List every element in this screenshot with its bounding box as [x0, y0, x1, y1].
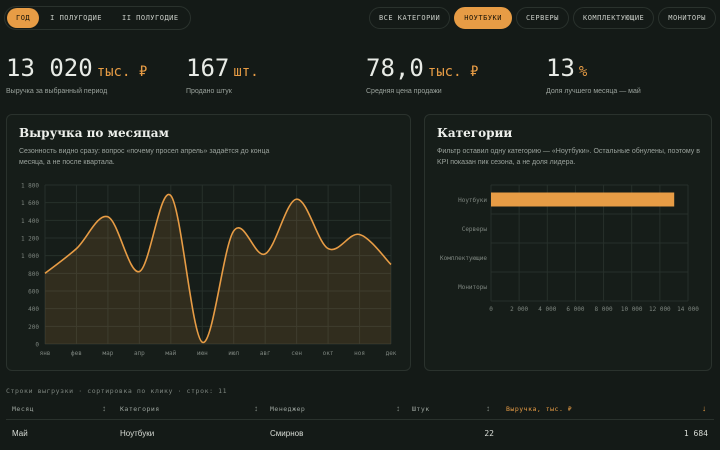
y-tick-label: 800: [28, 271, 39, 278]
column-header-month[interactable]: Месяц: [12, 405, 35, 413]
x-tick-label: ноя: [354, 350, 365, 357]
kpi-best-month-share: 13% Доля лучшего месяца — май: [546, 54, 641, 95]
cell-revenue: 1 684: [683, 429, 708, 438]
kpi-unit: шт.: [233, 64, 259, 80]
x-tick-label: июл: [228, 350, 239, 357]
column-header-category[interactable]: Категория: [120, 405, 160, 413]
revenue-chart: 0 200 400 600 800 1 000 1 200 1 400 1 600 1 800 ян…: [21, 183, 397, 358]
panel-title: Категории: [437, 126, 513, 140]
table-divider: [6, 419, 714, 420]
cell-month: Май: [12, 429, 28, 438]
x-tick-label: 6 000: [566, 306, 584, 313]
period-switch: Год I полугодие II полугодие: [4, 6, 191, 30]
sort-desc-icon[interactable]: ↓: [702, 404, 706, 413]
y-tick-label: Мониторы: [458, 284, 487, 291]
x-tick-label: янв: [40, 350, 51, 357]
x-tick-label: 0: [489, 306, 493, 313]
column-header-qty[interactable]: Штук: [412, 405, 430, 413]
x-tick-label: июн: [197, 350, 208, 357]
column-header-revenue[interactable]: Выручка, тыс. ₽: [506, 405, 573, 413]
revenue-area-fill: [45, 194, 391, 344]
tab-second-half[interactable]: II полугодие: [122, 14, 179, 22]
x-tick-label: мар: [102, 350, 113, 357]
x-tick-label: 10 000: [621, 306, 643, 313]
category-filter: Все категории Ноутбуки Серверы Комплекту…: [368, 6, 716, 30]
tab-year[interactable]: Год: [7, 8, 40, 28]
revenue-panel: Выручка по месяцам Сезонность видно сраз…: [6, 114, 411, 371]
kpi-avg-price: 78,0 тыс. ₽ Средняя цена продажи: [366, 54, 478, 95]
y-tick-label: 200: [28, 324, 39, 331]
kpi-revenue: 13 020 тыс. ₽ Выручка за выбранный период: [6, 54, 147, 95]
filter-monitors[interactable]: Мониторы: [658, 7, 716, 29]
kpi-value: 13 020: [6, 54, 93, 82]
filter-laptops[interactable]: Ноутбуки: [454, 7, 512, 29]
y-tick-label: 1 000: [21, 253, 39, 260]
x-tick-label: 2 000: [510, 306, 528, 313]
y-tick-label: 0: [35, 342, 39, 349]
y-tick-label: 1 600: [21, 200, 39, 207]
panel-title: Выручка по месяцам: [19, 126, 169, 140]
x-tick-label: авг: [260, 350, 271, 357]
y-tick-label: 1 800: [21, 183, 39, 190]
kpi-value: 78,0: [366, 54, 424, 82]
cell-qty: 22: [484, 429, 494, 438]
kpi-units-sold: 167 шт. Продано штук: [186, 54, 259, 95]
panel-subtitle: Фильтр оставил одну категорию — «Ноутбук…: [437, 148, 700, 166]
y-tick-label: 400: [28, 306, 39, 313]
table-caption: Строки выгрузки · сортировка по клику · …: [6, 387, 228, 395]
x-tick-label: сен: [291, 350, 302, 357]
kpi-unit: тыс. ₽: [427, 64, 479, 80]
kpi-unit: тыс. ₽: [96, 64, 148, 80]
column-header-manager[interactable]: Менеджер: [270, 405, 306, 413]
category-bar: [491, 192, 675, 207]
filter-servers[interactable]: Серверы: [515, 7, 569, 29]
x-tick-label: 14 000: [677, 306, 699, 313]
filter-components[interactable]: Комплектующие: [572, 7, 655, 29]
x-tick-label: 12 000: [649, 306, 671, 313]
sort-icon[interactable]: ↕: [396, 404, 400, 413]
panel-subtitle: Сезонность видно сразу: вопрос «почему п…: [19, 148, 270, 166]
y-tick-label: Серверы: [462, 226, 488, 233]
tab-first-half[interactable]: I полугодие: [50, 14, 103, 22]
categories-chart: 0 2 000 4 000 6 000 8 000 10 000 12 000 14 000 Н…: [440, 184, 699, 313]
y-tick-label: Комплектующие: [440, 255, 487, 262]
kpi-value: 167: [186, 54, 230, 82]
cell-category: Ноутбуки: [120, 429, 155, 438]
sort-icon[interactable]: ↕: [254, 404, 258, 413]
categories-panel: Категории Фильтр оставил одну категорию …: [424, 114, 712, 371]
kpi-label: Выручка за выбранный период: [6, 88, 108, 95]
x-tick-label: окт: [323, 350, 334, 357]
cell-manager: Смирнов: [270, 429, 304, 438]
x-tick-label: 4 000: [538, 306, 556, 313]
kpi-label: Продано штук: [186, 88, 232, 95]
sort-icon[interactable]: ↕: [486, 404, 490, 413]
revenue-line: [44, 193, 392, 344]
y-tick-label: 600: [28, 289, 39, 296]
filter-all-categories[interactable]: Все категории: [368, 7, 451, 29]
y-tick-label: 1 400: [21, 218, 39, 225]
x-tick-label: 8 000: [595, 306, 613, 313]
kpi-unit: %: [578, 64, 588, 80]
kpi-label: Средняя цена продажи: [366, 88, 442, 95]
x-tick-label: апр: [134, 350, 145, 357]
kpi-label: Доля лучшего месяца — май: [546, 88, 641, 95]
x-tick-label: дек: [386, 350, 397, 357]
y-tick-label: 1 200: [21, 236, 39, 243]
sort-icon[interactable]: ↕: [102, 404, 106, 413]
y-tick-label: Ноутбуки: [458, 197, 487, 204]
kpi-value: 13: [546, 54, 575, 82]
x-tick-label: май: [165, 350, 176, 357]
x-tick-label: фев: [71, 350, 82, 357]
